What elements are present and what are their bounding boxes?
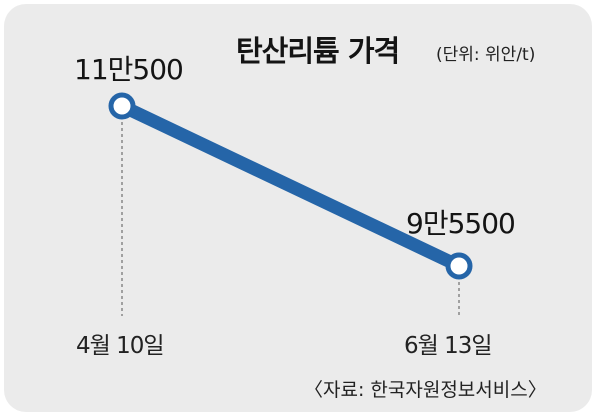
data-label-end: 9만5500 (406, 207, 516, 240)
x-tick-label-start: 4월 10일 (76, 333, 165, 359)
chart-title: 탄산리튬 가격 (236, 34, 400, 68)
chart-card: 탄산리튬 가격 (단위: 위안/t) 11만500 9만5500 4월 10일 … (4, 4, 592, 412)
line-chart (108, 92, 473, 316)
source-note: 〈자료: 한국자원정보서비스〉 (304, 379, 547, 401)
data-label-start: 11만500 (74, 53, 184, 86)
data-point-1 (445, 252, 473, 280)
data-point-0 (108, 92, 136, 120)
unit-note: (단위: 위안/t) (436, 45, 536, 65)
series-line (115, 99, 466, 273)
x-tick-label-end: 6월 13일 (404, 333, 493, 359)
